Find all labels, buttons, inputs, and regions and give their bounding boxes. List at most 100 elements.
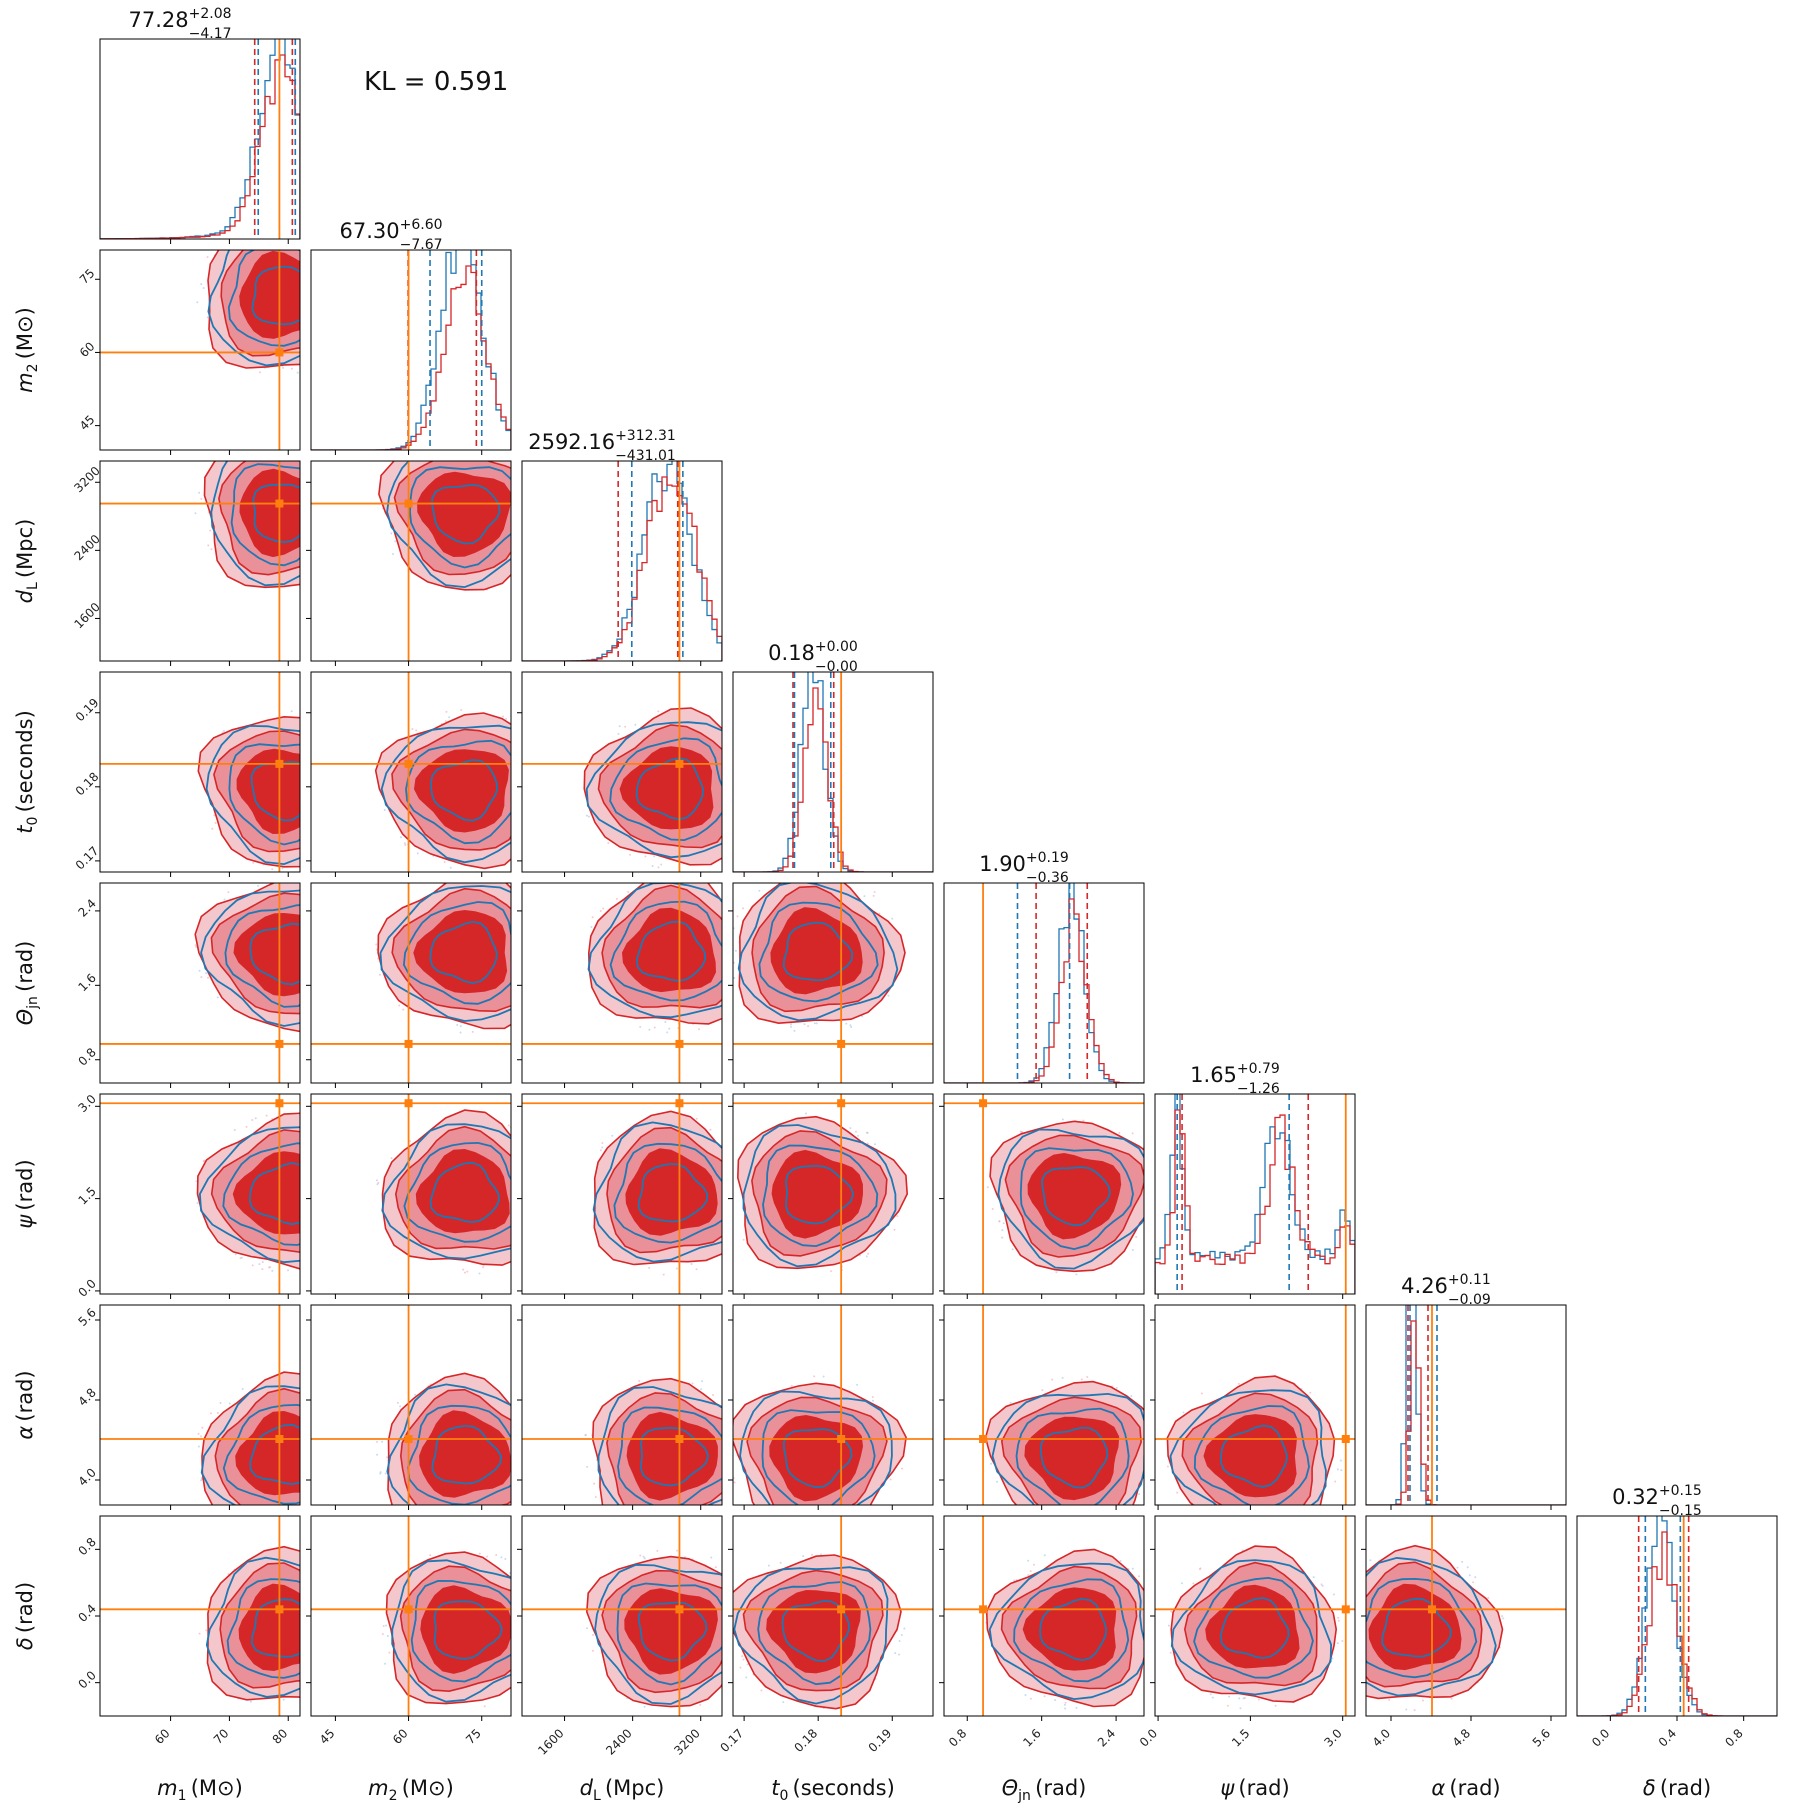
scatter-point — [512, 989, 514, 991]
axis-symbol: d — [13, 589, 37, 603]
scatter-point — [254, 245, 256, 247]
scatter-point — [404, 843, 407, 846]
scatter-point — [277, 1519, 279, 1521]
scatter-point — [308, 835, 310, 837]
scatter-point — [524, 1649, 526, 1651]
scatter-point — [660, 863, 663, 866]
scatter-point — [802, 1555, 805, 1558]
y-tick-label-psi: 1.5 — [75, 1184, 98, 1207]
y-tick-label-dL: 2400 — [71, 532, 102, 563]
scatter-point — [334, 836, 336, 838]
scatter-point — [308, 844, 310, 846]
axis-unit: (Mpc) — [13, 519, 37, 583]
scatter-point — [345, 1220, 347, 1222]
x-tick-label-theta: 0.8 — [946, 1726, 969, 1749]
scatter-point — [1319, 1507, 1321, 1509]
scatter-point — [343, 800, 345, 802]
title-plus: +0.11 — [1448, 1272, 1491, 1288]
histogram-model — [1577, 1531, 1777, 1716]
scatter-point — [534, 473, 536, 475]
x-axis-label-t0: t0 (seconds) — [771, 1776, 895, 1804]
x-tick-label-m1: 60 — [152, 1726, 173, 1747]
panel-theta-vs-theta: 1.90+0.19−0.36 — [943, 850, 1145, 1088]
scatter-point — [341, 260, 343, 262]
scatter-point — [653, 855, 656, 858]
scatter-point — [1166, 1465, 1169, 1468]
scatter-point — [1331, 1657, 1334, 1660]
scatter-point — [325, 836, 327, 838]
scatter-point — [898, 1653, 901, 1656]
contour-reference-mid — [1193, 1576, 1314, 1679]
scatter-point — [344, 952, 346, 954]
scatter-point — [739, 1152, 741, 1154]
scatter-point — [356, 1150, 358, 1152]
title-minus: −0.00 — [815, 659, 858, 675]
scatter-point — [338, 567, 340, 569]
scatter-point — [602, 907, 605, 910]
scatter-point — [269, 223, 271, 225]
truth-marker — [404, 759, 413, 768]
scatter-point — [230, 1518, 232, 1520]
scatter-point — [343, 823, 345, 825]
scatter-point — [1315, 1513, 1317, 1515]
scatter-point — [377, 1181, 380, 1184]
scatter-point — [644, 855, 647, 858]
axis-subscript: 0 — [779, 1788, 788, 1804]
truth-marker — [675, 1435, 684, 1443]
axis-symbol: t — [13, 825, 37, 834]
scatter-point — [247, 445, 249, 447]
scatter-point — [359, 1459, 361, 1461]
scatter-point — [528, 1153, 530, 1155]
scatter-point — [511, 838, 513, 840]
scatter-point — [381, 1633, 384, 1636]
scatter-point — [314, 1632, 316, 1634]
scatter-point — [287, 1269, 290, 1272]
scatter-point — [1502, 1617, 1505, 1620]
scatter-point — [205, 1629, 208, 1632]
scatter-point — [744, 1492, 746, 1494]
scatter-point — [322, 498, 324, 500]
scatter-point — [724, 746, 726, 748]
scatter-point — [328, 1457, 330, 1459]
scatter-point — [1255, 1524, 1257, 1526]
scatter-point — [339, 1221, 341, 1223]
scatter-point — [530, 1657, 532, 1659]
scatter-point — [1320, 1583, 1323, 1586]
scatter-point — [367, 1449, 369, 1451]
scatter-point — [798, 1513, 800, 1515]
scatter-point — [1043, 1695, 1046, 1698]
scatter-point — [536, 1450, 538, 1452]
contour-reference-outer — [1366, 1556, 1497, 1697]
scatter-point — [729, 954, 731, 956]
scatter-point — [1144, 1421, 1146, 1423]
contour-reference-outer — [200, 889, 300, 1027]
scatter-point — [733, 1481, 736, 1484]
scatter-point — [991, 1208, 994, 1211]
scatter-point — [337, 1645, 339, 1647]
scatter-point — [319, 968, 321, 970]
scatter-point — [736, 915, 739, 918]
scatter-point — [319, 1002, 321, 1004]
scatter-point — [308, 1428, 310, 1430]
scatter-point — [738, 793, 740, 795]
scatter-point — [611, 1514, 613, 1516]
panel-delta-vs-delta: 0.32+0.15−0.150.0 0.4 0.8 — [1576, 1483, 1778, 1750]
panel-theta-vs-m2 — [306, 882, 514, 1088]
scatter-point — [530, 1408, 532, 1410]
scatter-point — [358, 758, 360, 760]
panel-delta-vs-dL: 1600 2400 3200 — [517, 1515, 723, 1758]
panel-dL-vs-dL: 2592.16+312.31−431.01 — [521, 428, 723, 666]
x-tick-label-psi: 1.5 — [1229, 1726, 1252, 1749]
contour-reference-outer — [379, 885, 511, 1022]
panel-frame — [99, 1304, 301, 1506]
scatter-point — [835, 1508, 837, 1510]
x-tick-label-delta: 0.4 — [1656, 1726, 1679, 1749]
panel-frame — [1154, 1093, 1356, 1295]
scatter-point — [735, 1195, 737, 1197]
scatter-point — [723, 1248, 725, 1250]
axis-unit: (seconds) — [13, 710, 37, 816]
scatter-point — [1151, 1429, 1153, 1431]
title-minus: −0.36 — [1026, 870, 1069, 886]
scatter-point — [1212, 1514, 1214, 1516]
scatter-point — [347, 466, 349, 468]
